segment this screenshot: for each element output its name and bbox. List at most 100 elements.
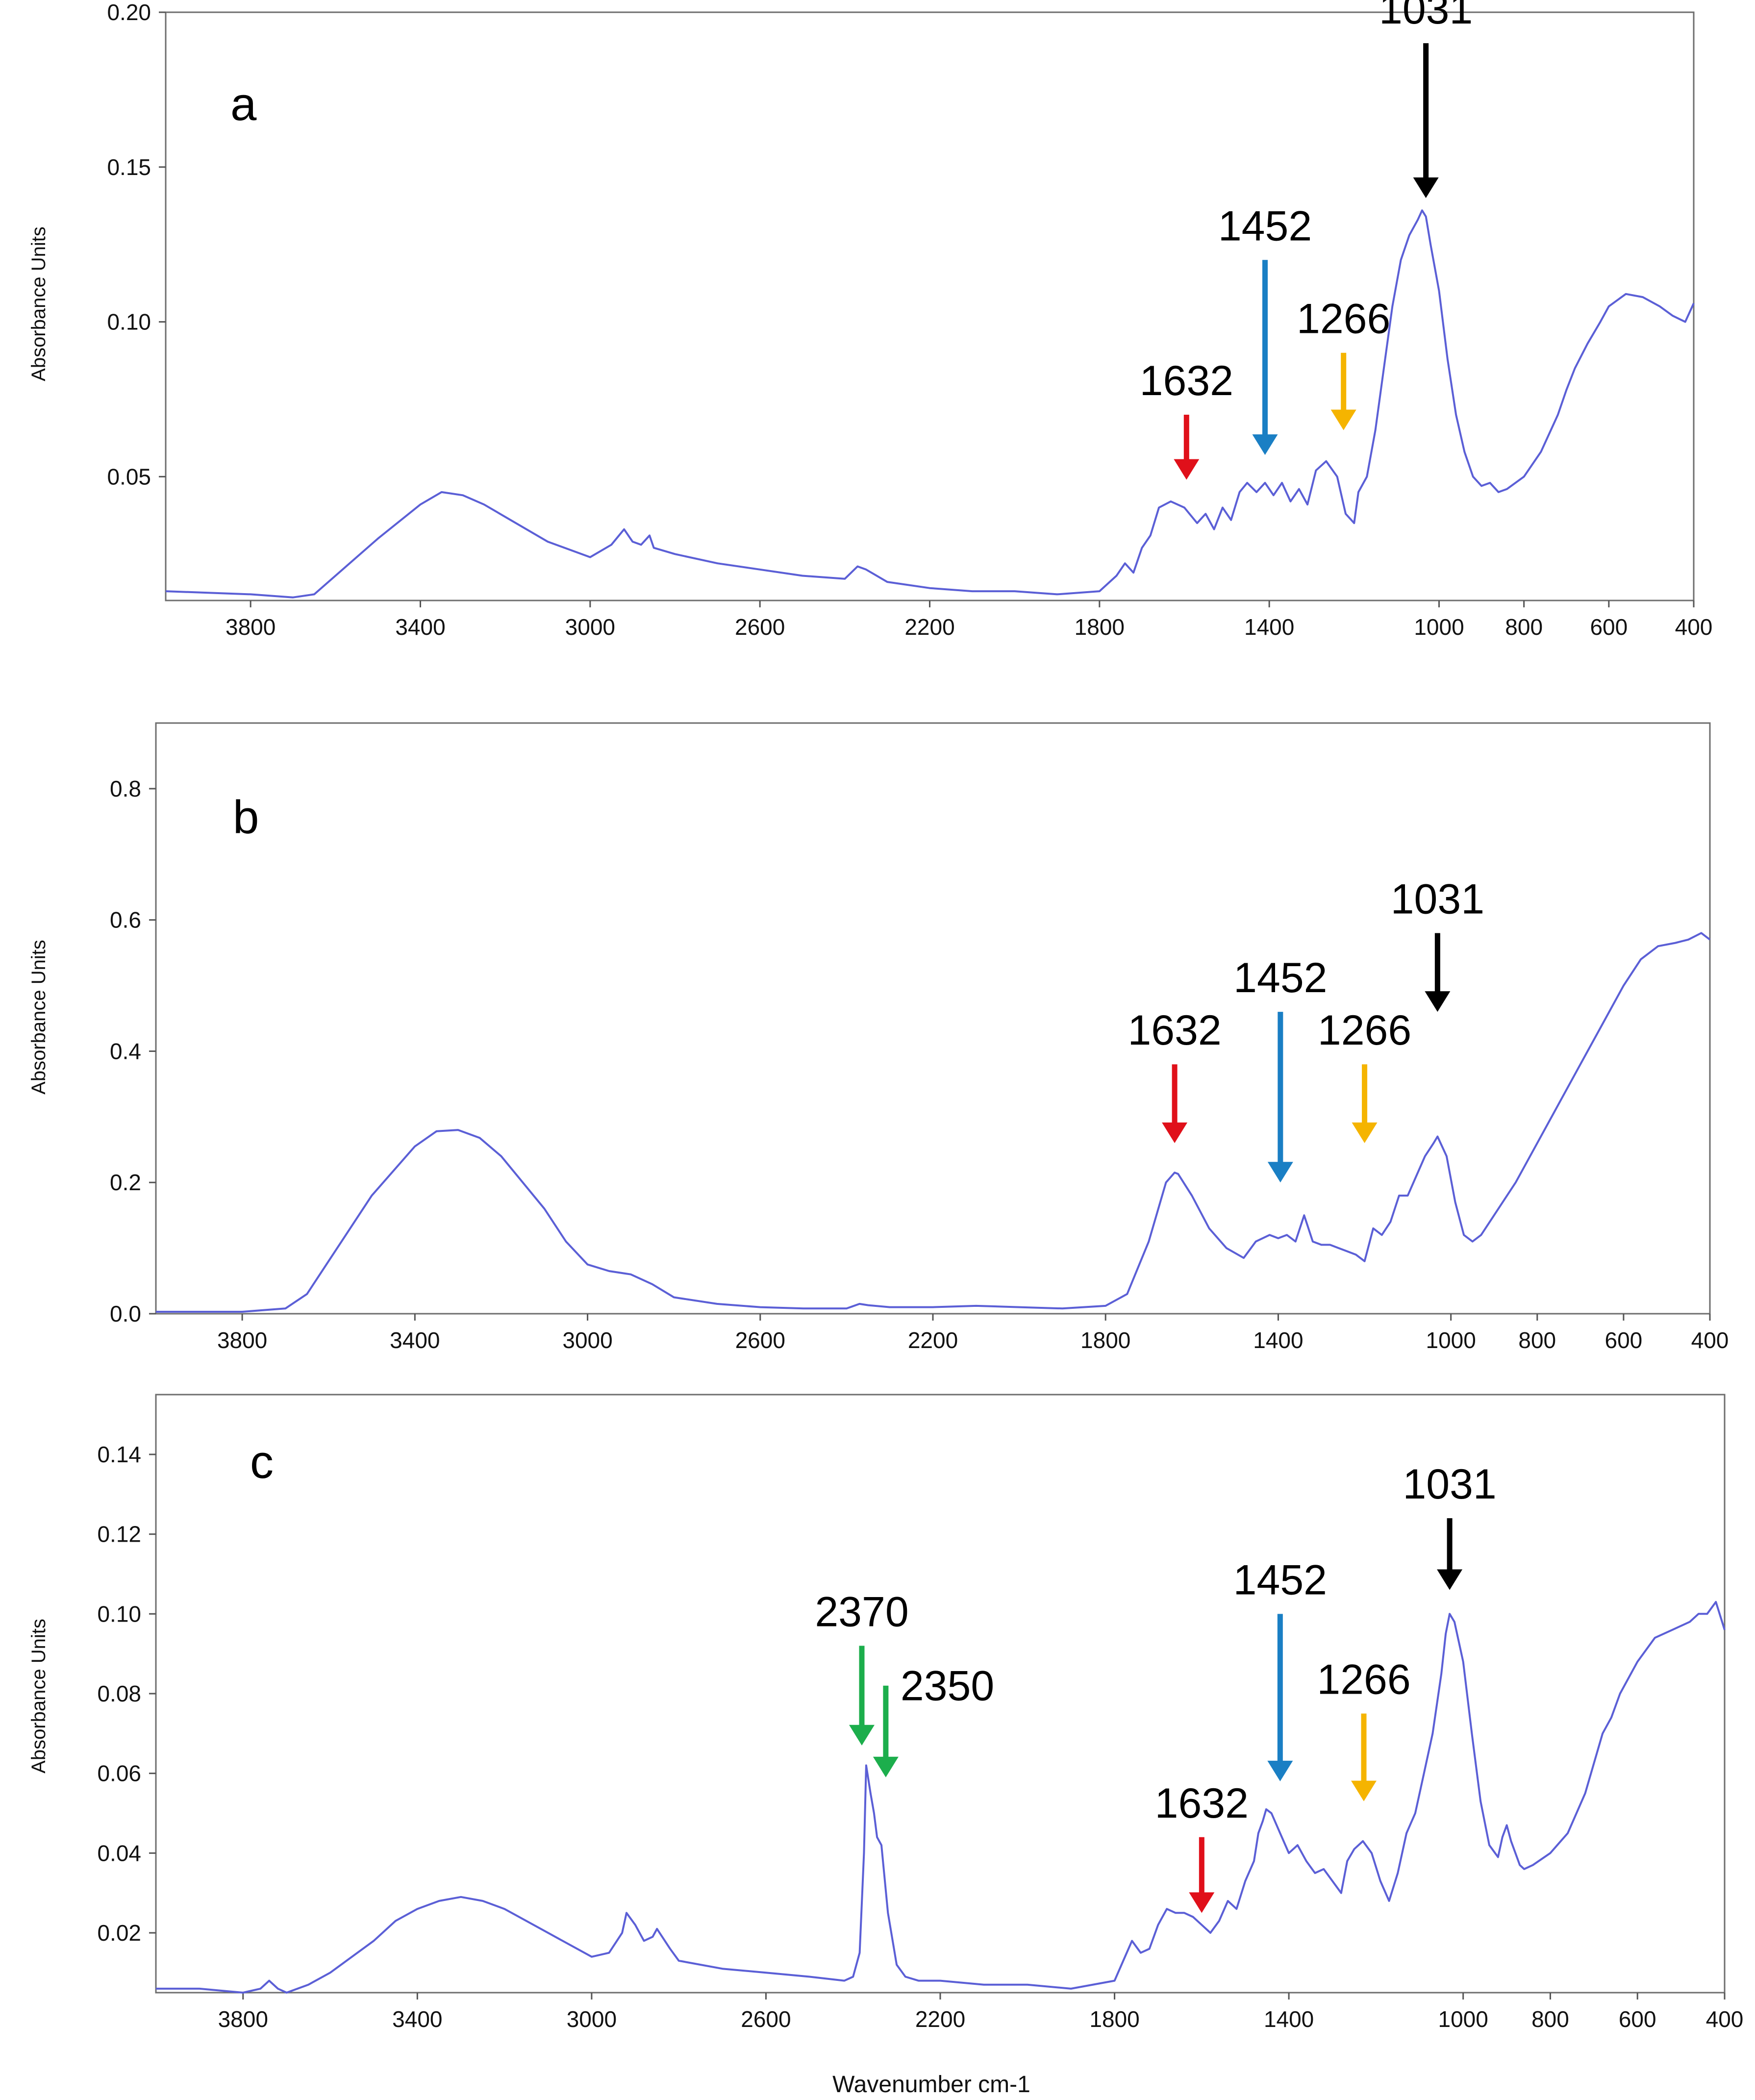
peak-annotation-2370: 2370 bbox=[815, 1588, 909, 1746]
panel-label: a bbox=[230, 78, 257, 130]
panel-label: b bbox=[233, 791, 259, 844]
panels-layer: 3800 3400 3000 2600 2200 1800 1400 1000 800 600 40… bbox=[28, 0, 1743, 2032]
peak-label: 1452 bbox=[1218, 202, 1312, 250]
peak-annotation-1266: 1266 bbox=[1317, 1656, 1411, 1801]
x-tick-label: 800 bbox=[1518, 1327, 1556, 1353]
arrow-head bbox=[849, 1725, 875, 1746]
x-axis-title: Wavenumber cm-1 bbox=[832, 2072, 1030, 2098]
x-tick-label: 3400 bbox=[392, 2006, 442, 2032]
arrow-head bbox=[1413, 177, 1439, 198]
x-tick-label: 400 bbox=[1691, 1327, 1729, 1353]
y-tick-label: 0.6 bbox=[110, 907, 141, 933]
y-tick-label: 0.05 bbox=[107, 464, 151, 489]
x-tick-label: 3400 bbox=[395, 614, 445, 640]
y-tick-label: 0.4 bbox=[110, 1038, 141, 1064]
peak-label: 1031 bbox=[1391, 875, 1484, 923]
peak-annotation-1452: 1452 bbox=[1233, 1556, 1327, 1781]
x-tick-label: 2200 bbox=[908, 1327, 958, 1353]
peak-annotation-1632: 1632 bbox=[1155, 1780, 1249, 1913]
peak-label: 2350 bbox=[901, 1663, 994, 1710]
arrow-head bbox=[1330, 409, 1356, 430]
y-tick-label: 0.06 bbox=[97, 1761, 141, 1786]
x-tick-label: 3000 bbox=[565, 614, 615, 640]
peak-label: 1452 bbox=[1233, 954, 1327, 1001]
x-tick-label: 800 bbox=[1505, 614, 1543, 640]
x-tick-label: 600 bbox=[1590, 614, 1628, 640]
x-tick-label: 1800 bbox=[1080, 1327, 1130, 1353]
arrow-head bbox=[1162, 1122, 1188, 1143]
y-tick-label: 0.12 bbox=[97, 1522, 141, 1547]
peak-label: 2370 bbox=[815, 1588, 908, 1635]
arrow-head bbox=[1267, 1162, 1293, 1183]
y-axis-title: Absorbance Units bbox=[28, 1619, 50, 1774]
x-tick-label: 1400 bbox=[1264, 2006, 1314, 2032]
y-tick-label: 0.08 bbox=[97, 1681, 141, 1706]
peak-label: 1031 bbox=[1379, 0, 1473, 33]
peak-label: 1031 bbox=[1403, 1461, 1496, 1508]
y-tick-label: 0.8 bbox=[110, 776, 141, 801]
x-tick-label: 1000 bbox=[1426, 1327, 1476, 1353]
x-tick-label: 2600 bbox=[741, 2006, 791, 2032]
y-tick-label: 0.14 bbox=[97, 1442, 141, 1467]
panel-label: c bbox=[250, 1436, 274, 1488]
arrow-head bbox=[1174, 459, 1200, 480]
peak-label: 1266 bbox=[1317, 1656, 1410, 1703]
peak-annotation-1452: 1452 bbox=[1218, 202, 1312, 455]
peak-label: 1266 bbox=[1318, 1007, 1411, 1054]
y-tick-label: 0.2 bbox=[110, 1170, 141, 1195]
y-tick-label: 0.04 bbox=[97, 1840, 141, 1866]
peak-annotation-1266: 1266 bbox=[1318, 1007, 1411, 1143]
arrow-head bbox=[1437, 1569, 1463, 1590]
x-tick-label: 400 bbox=[1706, 2006, 1744, 2032]
y-tick-label: 0.20 bbox=[107, 0, 151, 25]
y-tick-label: 0.0 bbox=[110, 1301, 141, 1326]
panel-c: 3800 3400 3000 2600 2200 1800 1400 1000 800 600 40… bbox=[28, 1394, 1744, 2032]
peak-label: 1266 bbox=[1297, 296, 1390, 343]
spectrum-line bbox=[165, 209, 1695, 599]
y-tick-label: 0.02 bbox=[97, 1920, 141, 1946]
x-tick-label: 3400 bbox=[390, 1327, 440, 1353]
peak-annotation-1452: 1452 bbox=[1233, 954, 1328, 1183]
x-tick-label: 2200 bbox=[904, 614, 954, 640]
y-axis-title: Absorbance Units bbox=[28, 940, 50, 1095]
panel-b: 3800 3400 3000 2600 2200 1800 1400 1000 800 600 40… bbox=[28, 722, 1729, 1353]
x-tick-label: 2600 bbox=[735, 614, 785, 640]
peak-annotation-1632: 1632 bbox=[1128, 1007, 1222, 1143]
x-tick-label: 600 bbox=[1605, 1327, 1643, 1353]
x-tick-label: 3800 bbox=[218, 2006, 268, 2032]
arrow-head bbox=[1351, 1780, 1377, 1801]
peak-label: 1632 bbox=[1155, 1780, 1249, 1827]
y-tick-label: 0.10 bbox=[107, 309, 151, 335]
peak-label: 1632 bbox=[1128, 1007, 1221, 1054]
x-tick-label: 600 bbox=[1619, 2006, 1656, 2032]
peak-annotation-2350: 2350 bbox=[873, 1663, 994, 1777]
y-tick-label: 0.15 bbox=[107, 154, 151, 180]
x-tick-label: 1400 bbox=[1253, 1327, 1303, 1353]
arrow-head bbox=[1352, 1122, 1378, 1143]
peak-annotation-1031: 1031 bbox=[1391, 875, 1484, 1012]
x-tick-label: 2600 bbox=[735, 1327, 785, 1353]
peak-annotation-1031: 1031 bbox=[1379, 0, 1473, 198]
panel-a: 3800 3400 3000 2600 2200 1800 1400 1000 800 600 40… bbox=[28, 0, 1712, 640]
arrow-head bbox=[1425, 991, 1451, 1012]
x-tick-label: 3000 bbox=[562, 1327, 612, 1353]
peak-annotation-1266: 1266 bbox=[1297, 296, 1390, 430]
peak-label: 1632 bbox=[1140, 357, 1233, 404]
arrow-head bbox=[1189, 1892, 1215, 1913]
spectrum-line bbox=[156, 1600, 1726, 1994]
peak-annotation-1632: 1632 bbox=[1140, 357, 1233, 480]
x-tick-label: 1000 bbox=[1414, 614, 1464, 640]
y-tick-label: 0.10 bbox=[97, 1601, 141, 1626]
x-tick-label: 1800 bbox=[1075, 614, 1125, 640]
spectrum-line bbox=[156, 932, 1711, 1313]
x-tick-label: 1000 bbox=[1438, 2006, 1488, 2032]
plot-frame bbox=[155, 722, 1711, 1315]
x-tick-label: 800 bbox=[1531, 2006, 1569, 2032]
x-tick-label: 3800 bbox=[217, 1327, 267, 1353]
x-tick-label: 1800 bbox=[1089, 2006, 1139, 2032]
y-axis-title: Absorbance Units bbox=[28, 226, 50, 381]
x-tick-label: 400 bbox=[1675, 614, 1713, 640]
arrow-head bbox=[1267, 1760, 1293, 1781]
plot-frame bbox=[165, 11, 1695, 601]
